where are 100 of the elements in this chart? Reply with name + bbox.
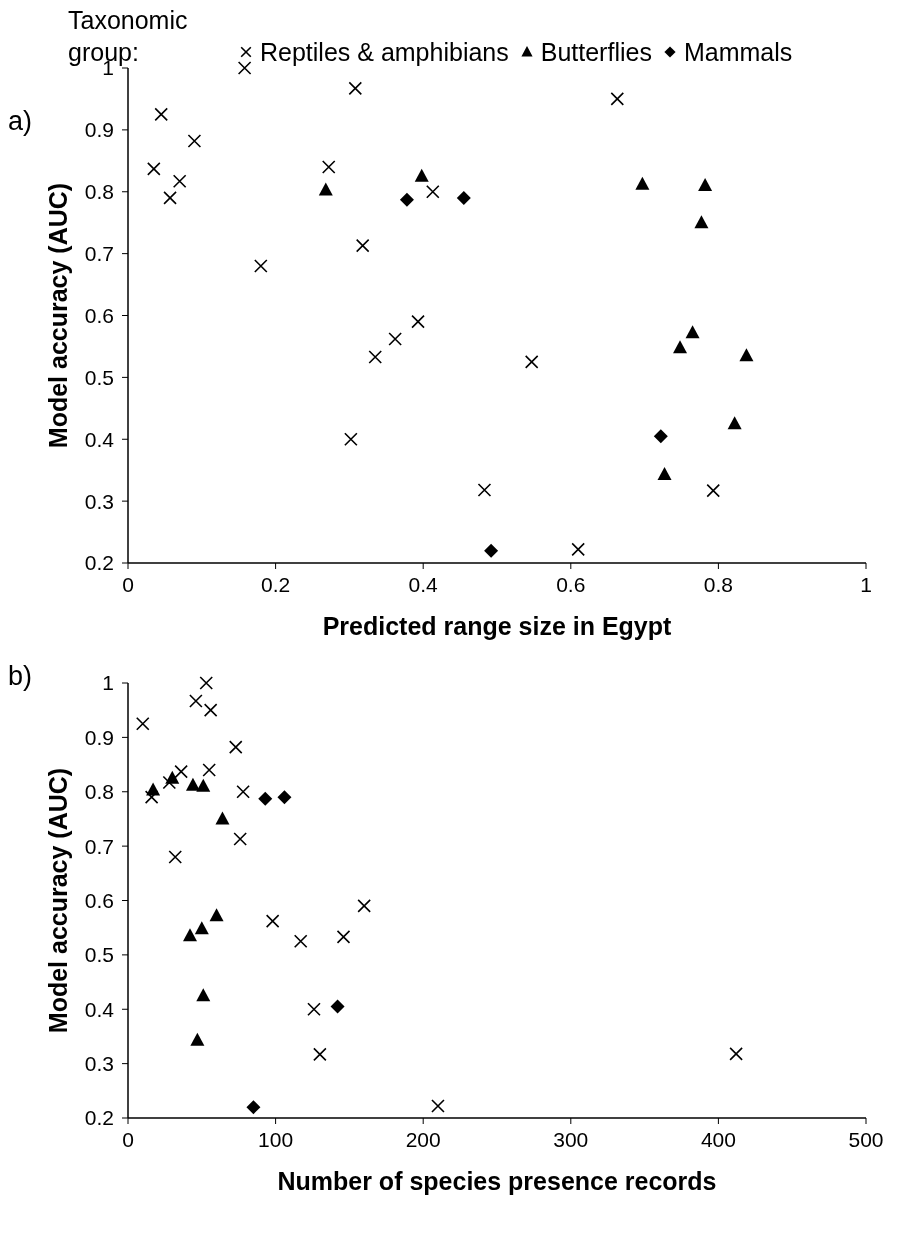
point bbox=[694, 215, 709, 229]
point bbox=[729, 1047, 743, 1061]
point bbox=[174, 764, 188, 779]
point bbox=[187, 134, 202, 148]
x-tick-label: 1 bbox=[860, 572, 872, 596]
x-tick-label: 0 bbox=[122, 572, 134, 596]
point bbox=[144, 790, 159, 804]
x-axis-title: Predicted range size in Egypt bbox=[322, 612, 673, 640]
y-tick-label: 0.9 bbox=[84, 118, 114, 142]
legend-label: Mammals bbox=[683, 37, 793, 68]
y-tick-label: 0.9 bbox=[84, 725, 114, 749]
point bbox=[163, 191, 177, 205]
y-tick-label: 0.5 bbox=[84, 943, 114, 967]
point bbox=[246, 1100, 261, 1115]
y-tick-label: 0.7 bbox=[84, 242, 114, 266]
y-tick-label: 0.8 bbox=[84, 780, 114, 804]
point bbox=[185, 777, 200, 791]
legend-label: Butterflies bbox=[540, 37, 652, 68]
y-tick-label: 0.7 bbox=[84, 834, 114, 858]
x-tick-label: 0.2 bbox=[261, 572, 291, 596]
point bbox=[484, 543, 499, 558]
y-tick-label: 1 bbox=[102, 671, 114, 695]
point bbox=[203, 703, 218, 717]
y-tick-label: 0.4 bbox=[84, 427, 115, 451]
x-tick-label: 0.8 bbox=[703, 572, 733, 596]
text: a) bbox=[8, 106, 33, 137]
point bbox=[190, 1032, 205, 1046]
point bbox=[293, 934, 308, 949]
x-tick-label: 0.4 bbox=[408, 572, 439, 596]
point bbox=[237, 61, 252, 75]
x-tick-label: 200 bbox=[405, 1127, 441, 1151]
point bbox=[318, 182, 333, 196]
point bbox=[189, 694, 203, 708]
point bbox=[330, 999, 345, 1014]
point bbox=[706, 483, 721, 498]
legend-label: Reptiles & amphibians bbox=[260, 37, 509, 68]
point bbox=[233, 832, 247, 846]
point bbox=[168, 850, 183, 864]
y-tick-label: 0.6 bbox=[84, 888, 114, 912]
y-tick-label: 0.2 bbox=[84, 1106, 114, 1130]
point bbox=[414, 168, 429, 182]
point bbox=[355, 238, 370, 253]
point bbox=[477, 483, 492, 497]
x-tick-label: 400 bbox=[700, 1127, 736, 1151]
point bbox=[610, 92, 625, 106]
point bbox=[196, 778, 211, 792]
x-tick-label: 0 bbox=[122, 1127, 134, 1151]
point bbox=[357, 899, 371, 913]
point bbox=[698, 178, 713, 192]
point bbox=[215, 811, 230, 825]
point bbox=[196, 988, 211, 1002]
y-tick-label: 0.8 bbox=[84, 180, 114, 204]
y-tick-label: 0.4 bbox=[84, 997, 115, 1021]
point bbox=[425, 184, 440, 199]
point bbox=[456, 190, 471, 205]
point bbox=[635, 176, 650, 190]
point bbox=[202, 763, 216, 777]
point bbox=[236, 784, 250, 799]
y-tick-label: 0.6 bbox=[84, 303, 114, 327]
point bbox=[368, 350, 383, 364]
point bbox=[228, 740, 243, 754]
point bbox=[336, 930, 351, 944]
point bbox=[653, 429, 668, 444]
point bbox=[739, 348, 754, 362]
point bbox=[154, 107, 169, 122]
x-axis-title: Number of species presence records bbox=[277, 1167, 717, 1195]
x-tick-label: 300 bbox=[553, 1127, 589, 1151]
y-axis-title: Model accuracy (AUC) bbox=[43, 767, 72, 1034]
y-tick-label: 0.3 bbox=[84, 489, 114, 513]
point bbox=[258, 791, 273, 806]
point bbox=[344, 432, 358, 447]
point bbox=[194, 921, 209, 935]
y-axis-title: Model accuracy (AUC) bbox=[43, 182, 72, 449]
point bbox=[657, 467, 672, 481]
point bbox=[147, 162, 161, 176]
point bbox=[265, 914, 280, 928]
point bbox=[254, 259, 268, 273]
point bbox=[571, 542, 585, 557]
point bbox=[388, 332, 402, 346]
point bbox=[727, 416, 742, 430]
point bbox=[209, 908, 224, 922]
point bbox=[524, 355, 539, 369]
point bbox=[685, 325, 700, 339]
x-tick-label: 500 bbox=[848, 1127, 884, 1151]
point bbox=[321, 160, 336, 174]
point bbox=[673, 340, 688, 354]
point bbox=[399, 192, 414, 207]
point bbox=[307, 1002, 321, 1017]
y-tick-label: 0.5 bbox=[84, 365, 114, 389]
point bbox=[411, 314, 425, 329]
point bbox=[348, 81, 363, 96]
point bbox=[182, 928, 197, 942]
point bbox=[313, 1047, 327, 1062]
y-tick-label: 0.2 bbox=[84, 551, 114, 575]
y-tick-label: 0.3 bbox=[84, 1052, 114, 1076]
point bbox=[172, 174, 187, 189]
chart-title: b) bbox=[8, 661, 33, 692]
x-tick-label: 0.6 bbox=[556, 572, 586, 596]
point bbox=[135, 716, 150, 731]
x-tick-label: 100 bbox=[258, 1127, 294, 1151]
